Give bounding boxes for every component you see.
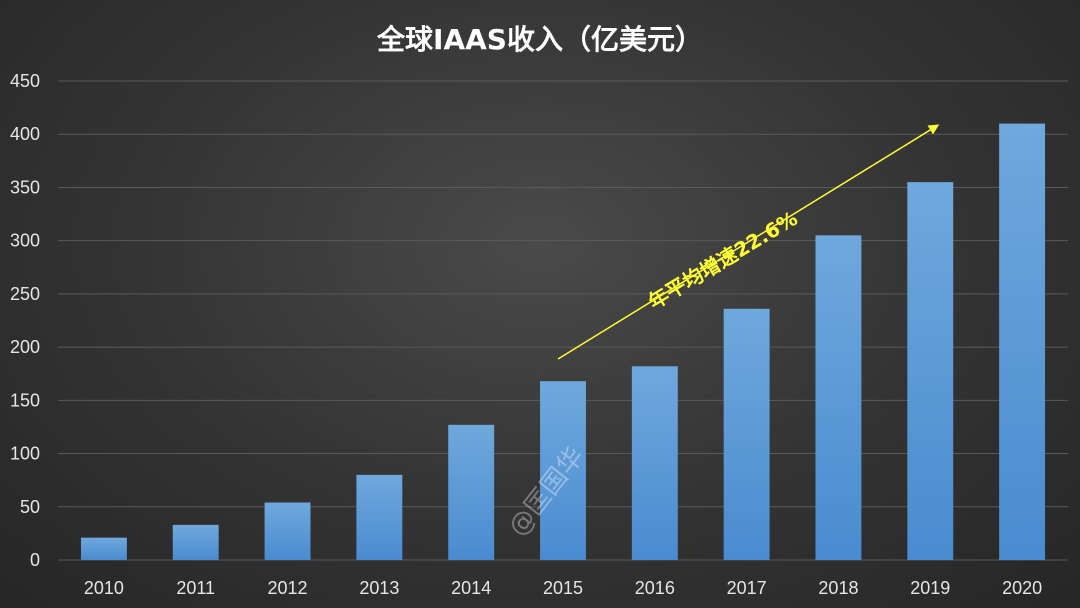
bar-2010 [80, 537, 127, 560]
bar-2018 [815, 235, 862, 560]
y-tick-label: 150 [10, 390, 40, 410]
y-tick-label: 200 [10, 337, 40, 357]
x-tick-label: 2014 [451, 578, 491, 598]
bar-2012 [264, 502, 311, 560]
growth-arrow [557, 124, 940, 360]
bar-2014 [448, 424, 495, 560]
x-tick-label: 2013 [359, 578, 399, 598]
x-tick-label: 2016 [635, 578, 675, 598]
x-axis: 2010 2011 2012 2013 2014 2015 2016 2017 2018 2019… [84, 578, 1042, 598]
bar-2017 [723, 308, 770, 560]
x-tick-label: 2015 [543, 578, 583, 598]
y-tick-label: 100 [10, 444, 40, 464]
y-tick-label: 50 [20, 497, 40, 517]
x-tick-label: 2017 [727, 578, 767, 598]
bar-2015 [540, 381, 586, 560]
bar-2019 [907, 182, 954, 560]
y-axis: 0 50 100 150 200 250 300 350 400 450 [10, 71, 40, 570]
y-tick-label: 0 [30, 550, 40, 570]
x-tick-label: 2020 [1002, 578, 1042, 598]
chart-title: 全球IAAS收入（亿美元） [377, 23, 703, 56]
y-tick-label: 250 [10, 284, 40, 304]
y-tick-label: 300 [10, 231, 40, 251]
x-tick-label: 2019 [910, 578, 950, 598]
x-tick-label: 2012 [268, 578, 308, 598]
bar-2016 [631, 366, 678, 560]
y-tick-label: 350 [10, 177, 40, 197]
x-tick-label: 2010 [84, 578, 124, 598]
bar-2020 [999, 123, 1046, 561]
bar-2011 [172, 524, 219, 560]
y-tick-label: 400 [10, 124, 40, 144]
bars [80, 123, 1046, 561]
x-tick-label: 2011 [176, 578, 215, 598]
y-tick-label: 450 [10, 71, 40, 91]
bar-2013 [356, 474, 403, 560]
x-tick-label: 2018 [818, 578, 858, 598]
